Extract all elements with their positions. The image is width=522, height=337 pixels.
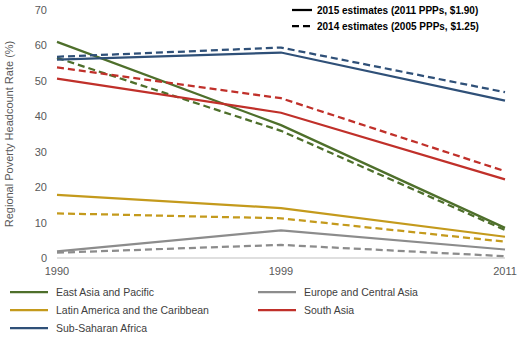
legend-label: Latin America and the Caribbean (56, 304, 209, 316)
series-line (57, 67, 505, 171)
tick-mark (54, 80, 57, 81)
style-legend-label: 2014 estimates (2005 PPPs, $1.25) (317, 21, 479, 32)
legend-label: Sub-Saharan Africa (56, 322, 147, 334)
y-tick-label: 70 (35, 4, 47, 16)
series-line (57, 230, 505, 251)
tick-mark (54, 10, 57, 11)
y-tick-label: 40 (35, 110, 47, 122)
x-axis-line (57, 258, 505, 259)
style-legend-label: 2015 estimates (2011 PPPs, $1.90) (317, 5, 478, 16)
chart-svg: 0 10 20 30 40 50 60 70 1990 1999 2011 Regional Pove… (0, 0, 522, 337)
legend-label: Europe and Central Asia (304, 286, 418, 298)
chart-container: 0 10 20 30 40 50 60 70 1990 1999 2011 Regional Pove… (0, 0, 522, 337)
plot-lines (57, 42, 505, 256)
tick-mark (54, 187, 57, 188)
legend-swatch (10, 309, 48, 311)
y-tick-label: 30 (35, 146, 47, 158)
series-line (57, 245, 505, 256)
legend-swatch (258, 291, 296, 293)
legend-swatch (10, 291, 48, 293)
series-line (57, 48, 505, 93)
y-tick-label: 20 (35, 181, 47, 193)
y-axis-label: Regional Poverty Headcount Rate (%) (3, 41, 15, 227)
legend-label: East Asia and Pacific (56, 286, 154, 298)
tick-mark (54, 222, 57, 223)
tick-mark (54, 45, 57, 46)
legend-swatch (10, 327, 48, 329)
tick-mark (54, 116, 57, 117)
series-line (57, 79, 505, 180)
y-tick-label: 0 (41, 252, 47, 264)
x-tick-label: 1990 (45, 265, 69, 277)
x-tick-label: 2011 (493, 265, 517, 277)
y-tick-label: 60 (35, 39, 47, 51)
tick-mark (54, 258, 57, 259)
y-tick-label: 10 (35, 217, 47, 229)
series-line (57, 213, 505, 241)
series-line (57, 53, 505, 101)
y-tick-label: 50 (35, 75, 47, 87)
series-line (57, 58, 505, 230)
style-legend-swatch (292, 25, 312, 27)
tick-mark (54, 151, 57, 152)
legend-label: South Asia (304, 304, 354, 316)
style-legend-swatch (292, 9, 312, 11)
x-tick-label: 1999 (269, 265, 293, 277)
legend-swatch (258, 309, 296, 311)
